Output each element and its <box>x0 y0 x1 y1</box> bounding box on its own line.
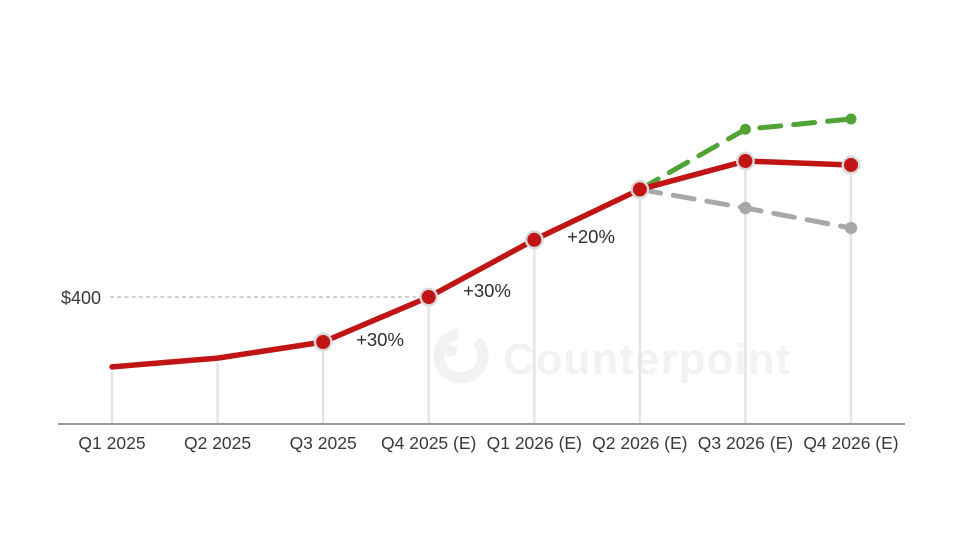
watermark: Counterpoint <box>433 328 791 384</box>
data-point-price-actual-and-forecast-Q4 2025 (E) <box>419 287 439 307</box>
growth-annotation-3: +20% <box>567 226 615 247</box>
watermark-text: Counterpoint <box>503 335 791 384</box>
data-point-upside-scenario-Q4 2026 (E) <box>845 113 857 125</box>
series-markers-downside-scenario <box>739 201 858 235</box>
x-axis-label-6: Q2 2026 (E) <box>592 433 687 453</box>
x-axis-label-5: Q1 2026 (E) <box>487 433 582 453</box>
data-point-downside-scenario-Q3 2026 (E) <box>739 201 752 215</box>
growth-annotation-1: +30% <box>356 329 404 350</box>
data-point-upside-scenario-Q3 2026 (E) <box>739 123 751 135</box>
data-point-price-actual-and-forecast-Q1 2026 (E) <box>524 230 544 250</box>
growth-annotation-2: +30% <box>463 280 511 301</box>
data-point-price-actual-and-forecast-Q3 2026 (E) <box>736 151 755 171</box>
data-point-price-actual-and-forecast-Q3 2025 <box>313 332 333 352</box>
series-markers-price-actual-and-forecast <box>313 151 861 352</box>
series-markers-upside-scenario <box>739 113 857 135</box>
x-axis-label-8: Q4 2026 (E) <box>803 433 898 453</box>
counterpoint-ring-logo <box>433 328 489 384</box>
data-point-price-actual-and-forecast-Q2 2026 (E) <box>630 180 650 199</box>
data-point-downside-scenario-Q4 2026 (E) <box>844 221 858 235</box>
data-point-price-actual-and-forecast-Q4 2026 (E) <box>841 155 861 175</box>
x-axis-label-7: Q3 2026 (E) <box>698 433 793 453</box>
x-axis-label-3: Q3 2025 <box>290 433 357 453</box>
x-axis-label-2: Q2 2025 <box>184 433 251 453</box>
x-axis-label-1: Q1 2025 <box>78 433 145 453</box>
x-axis-label-4: Q4 2025 (E) <box>381 433 476 453</box>
reference-line-label: $400 <box>61 288 101 308</box>
series-line-price-actual-and-forecast <box>109 158 854 370</box>
counterpoint-logo-dot <box>445 345 457 357</box>
